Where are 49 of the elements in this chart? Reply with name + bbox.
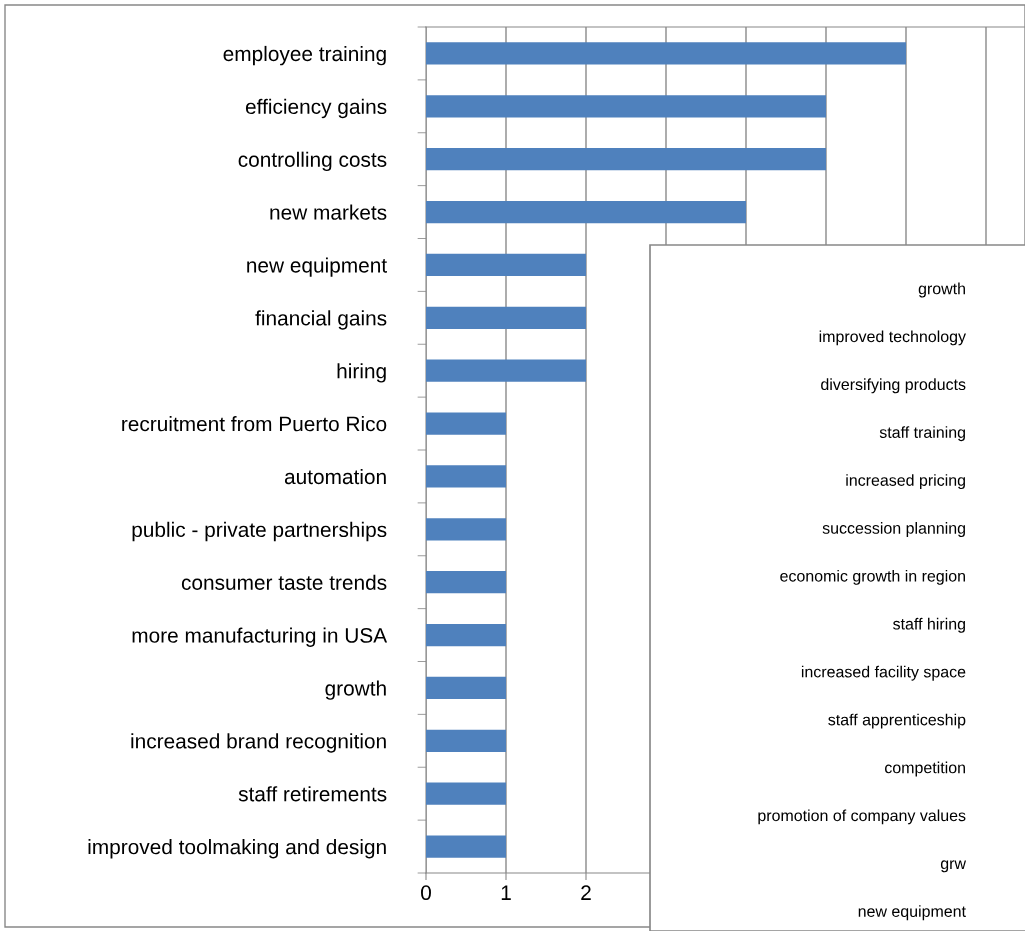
bar <box>426 95 826 118</box>
y-tick-label: financial gains <box>255 310 387 330</box>
bar <box>426 729 506 752</box>
category-label: succession planning <box>822 522 965 537</box>
category-label: economic growth in region <box>780 569 965 585</box>
bar <box>426 676 506 700</box>
category-label: competition <box>885 761 965 777</box>
bar <box>426 253 586 277</box>
y-tick-label: new equipment <box>247 257 387 277</box>
y-tick-label: more manufacturing in USA <box>132 627 388 647</box>
bar <box>426 42 906 65</box>
y-tick-label: controlling costs <box>238 151 387 172</box>
category-label: new equipment <box>858 905 966 921</box>
bar <box>426 518 506 541</box>
bar <box>426 782 506 805</box>
category-label: increased facility space <box>801 665 966 681</box>
bar <box>426 148 826 171</box>
category-label: promotion of company values <box>758 809 966 825</box>
bar <box>426 465 506 488</box>
x-tick-label: 0 <box>421 885 431 901</box>
category-label: diversifying products <box>821 378 966 394</box>
category-label: grw <box>940 860 967 873</box>
bar <box>426 412 506 435</box>
category-label: growth <box>918 282 965 298</box>
category-label: staff hiring <box>893 617 965 633</box>
bar <box>426 835 506 858</box>
category-label: increased pricing <box>846 474 965 490</box>
y-tick-label: public - private partnerships <box>132 521 387 542</box>
bar <box>426 571 506 594</box>
y-tick-label: hiring <box>337 363 386 383</box>
x-tick-label: 2 <box>581 885 591 900</box>
y-tick-label: efficiency gains <box>245 98 387 119</box>
y-tick-label: growth <box>325 680 386 700</box>
x-tick-label: 1 <box>501 885 511 900</box>
category-label: staff apprenticeship <box>828 713 966 729</box>
y-tick-label: improved toolmaking and design <box>88 839 386 859</box>
bar <box>426 359 586 382</box>
y-tick-label: automation <box>284 468 386 485</box>
category-label: improved technology <box>819 330 966 346</box>
y-tick-label: recruitment from Puerto Rico <box>122 416 387 432</box>
category-label: staff training <box>879 426 965 442</box>
y-tick-label: consumer taste trends <box>181 574 387 590</box>
y-tick-label: increased brand recognition <box>131 733 386 753</box>
y-tick-label: employee training <box>223 45 386 66</box>
bar <box>426 306 586 329</box>
bar <box>426 200 746 224</box>
y-tick-label: new markets <box>270 204 387 220</box>
y-tick-label: staff retirements <box>238 786 387 802</box>
bar <box>426 623 506 647</box>
